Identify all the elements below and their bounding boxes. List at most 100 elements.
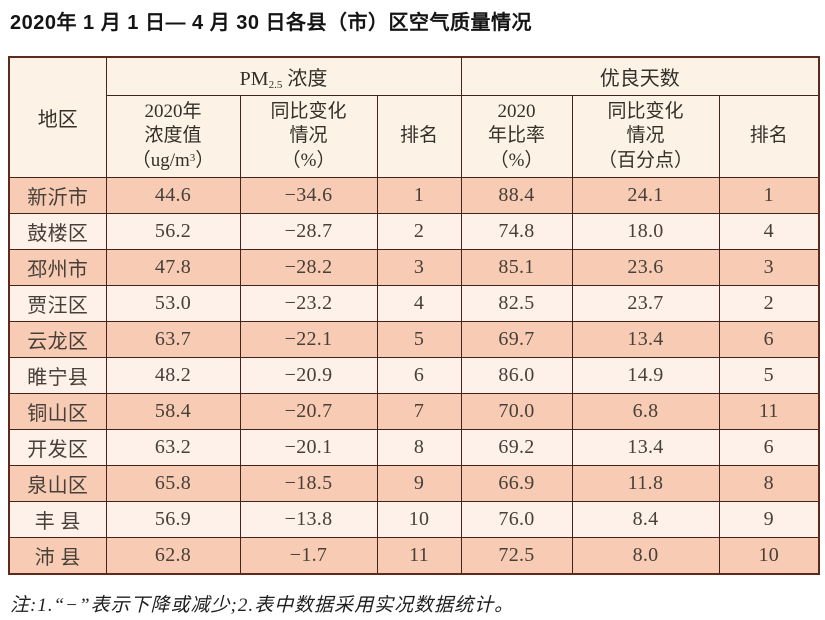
- table-row: 邳州市 47.8 −28.2 3 85.1 23.6 3: [8, 249, 820, 286]
- pm-value-cell: 53.0: [105, 285, 241, 322]
- days-change-line3: （百分点）: [598, 149, 694, 171]
- page-title: 2020年 1 月 1 日— 4 月 30 日各县（市）区空气质量情况: [10, 12, 533, 34]
- ratio-cell: 70.0: [460, 393, 573, 430]
- pm-rank-cell: 11: [376, 537, 462, 575]
- ratio-cell: 85.1: [460, 249, 573, 286]
- ratio-cell: 69.2: [460, 429, 573, 466]
- region-cell: 泉山区: [8, 465, 107, 502]
- pm-change-cell: −20.1: [239, 429, 378, 466]
- col-header-ratio: 2020 年比率 （%）: [460, 95, 573, 178]
- col-group-good-days: 优良天数: [460, 56, 820, 96]
- pm-change-line3: （%）: [281, 149, 336, 171]
- pm-value-cell: 44.6: [105, 177, 241, 214]
- days-change-cell: 23.6: [571, 249, 720, 286]
- header-group-row: 地区 PM2.5 浓度 优良天数: [8, 56, 820, 178]
- concentration-unit-sup: 3: [189, 151, 196, 164]
- col-header-pm-change: 同比变化 情况 （%）: [239, 95, 378, 178]
- region-cell: 新沂市: [8, 177, 107, 214]
- ratio-line3: （%）: [489, 149, 544, 171]
- col-header-concentration: 2020年 浓度值 （ug/m3）: [105, 95, 241, 178]
- days-change-cell: 14.9: [571, 357, 720, 394]
- days-rank-cell: 11: [718, 393, 820, 430]
- header-sub-row: 2020年 浓度值 （ug/m3） 同比变化 情况 （%） 排名 2020 年比…: [9, 95, 820, 178]
- pm-label-suffix: 浓度: [282, 68, 328, 90]
- concentration-unit: （ug/m: [131, 149, 190, 171]
- pm-rank-cell: 10: [376, 501, 462, 538]
- table-row: 新沂市 44.6 −34.6 1 88.4 24.1 1: [8, 177, 820, 214]
- pm-rank-cell: 3: [376, 249, 462, 286]
- concentration-unit-close: ）: [195, 149, 215, 171]
- col-header-region: 地区: [8, 56, 107, 178]
- pm-change-cell: −1.7: [239, 537, 378, 575]
- concentration-line2: 浓度值: [144, 125, 202, 147]
- pm-rank-cell: 2: [376, 213, 462, 250]
- days-rank-cell: 2: [718, 285, 820, 322]
- table-row: 云龙区 63.7 −22.1 5 69.7 13.4 6: [8, 321, 820, 358]
- days-rank-cell: 5: [718, 357, 820, 394]
- days-change-cell: 8.0: [571, 537, 720, 575]
- col-header-days-change: 同比变化 情况 （百分点）: [571, 95, 720, 178]
- region-cell: 沛 县: [8, 537, 107, 575]
- pm-value-cell: 56.2: [105, 213, 241, 250]
- days-rank-cell: 8: [718, 465, 820, 502]
- pm-rank-cell: 6: [376, 357, 462, 394]
- pm-change-cell: −28.7: [239, 213, 378, 250]
- days-change-line2: 情况: [626, 125, 665, 147]
- days-change-cell: 23.7: [571, 285, 720, 322]
- pm-value-cell: 58.4: [105, 393, 241, 430]
- pm-change-cell: −13.8: [239, 501, 378, 538]
- pm-value-cell: 65.8: [105, 465, 241, 502]
- pm-change-line2: 情况: [289, 125, 328, 147]
- col-group-pm25: PM2.5 浓度: [105, 56, 462, 96]
- table-row: 开发区 63.2 −20.1 8 69.2 13.4 6: [8, 429, 820, 466]
- days-rank-cell: 4: [718, 213, 820, 250]
- region-cell: 铜山区: [8, 393, 107, 430]
- pm-value-cell: 62.8: [105, 537, 241, 575]
- ratio-line2: 年比率: [488, 125, 546, 147]
- pm-change-cell: −20.9: [239, 357, 378, 394]
- ratio-cell: 69.7: [460, 321, 573, 358]
- days-change-cell: 13.4: [571, 321, 720, 358]
- pm-change-cell: −34.6: [239, 177, 378, 214]
- ratio-cell: 72.5: [460, 537, 573, 575]
- region-cell: 邳州市: [8, 249, 107, 286]
- pm-rank-cell: 1: [376, 177, 462, 214]
- days-change-cell: 11.8: [571, 465, 720, 502]
- region-cell: 贾汪区: [8, 285, 107, 322]
- days-change-cell: 6.8: [571, 393, 720, 430]
- table-row: 睢宁县 48.2 −20.9 6 86.0 14.9 5: [8, 357, 820, 394]
- days-change-cell: 8.4: [571, 501, 720, 538]
- region-cell: 开发区: [8, 429, 107, 466]
- pm-change-cell: −22.1: [239, 321, 378, 358]
- pm-value-cell: 47.8: [105, 249, 241, 286]
- days-rank-cell: 1: [718, 177, 820, 214]
- pm-value-cell: 48.2: [105, 357, 241, 394]
- pm-rank-cell: 7: [376, 393, 462, 430]
- days-rank-cell: 10: [718, 537, 820, 575]
- ratio-line1: 2020: [497, 101, 536, 123]
- table-row: 泉山区 65.8 −18.5 9 66.9 11.8 8: [8, 465, 820, 502]
- col-header-pm-rank: 排名: [376, 95, 462, 178]
- ratio-cell: 86.0: [460, 357, 573, 394]
- table-header: 地区 PM2.5 浓度 优良天数 2020年 浓度值 （ug/m3） 同比变化 …: [8, 56, 820, 178]
- ratio-cell: 88.4: [460, 177, 573, 214]
- days-rank-cell: 6: [718, 429, 820, 466]
- pm-change-cell: −23.2: [239, 285, 378, 322]
- region-cell: 睢宁县: [8, 357, 107, 394]
- table-row: 鼓楼区 56.2 −28.7 2 74.8 18.0 4: [8, 213, 820, 250]
- air-quality-table: 地区 PM2.5 浓度 优良天数 2020年 浓度值 （ug/m3） 同比变化 …: [8, 56, 821, 575]
- table-row: 丰 县 56.9 −13.8 10 76.0 8.4 9: [8, 501, 820, 538]
- ratio-cell: 74.8: [460, 213, 573, 250]
- pm-change-line1: 同比变化: [270, 101, 347, 123]
- region-cell: 云龙区: [8, 321, 107, 358]
- pm-change-cell: −20.7: [239, 393, 378, 430]
- days-change-cell: 18.0: [571, 213, 720, 250]
- pm-label: PM: [239, 68, 269, 90]
- days-change-cell: 13.4: [571, 429, 720, 466]
- table-row: 贾汪区 53.0 −23.2 4 82.5 23.7 2: [8, 285, 820, 322]
- footnote: 注:1.“−”表示下降或减少;2.表中数据采用实况数据统计。: [10, 595, 515, 616]
- pm-change-cell: −18.5: [239, 465, 378, 502]
- region-cell: 鼓楼区: [8, 213, 107, 250]
- pm-rank-cell: 5: [376, 321, 462, 358]
